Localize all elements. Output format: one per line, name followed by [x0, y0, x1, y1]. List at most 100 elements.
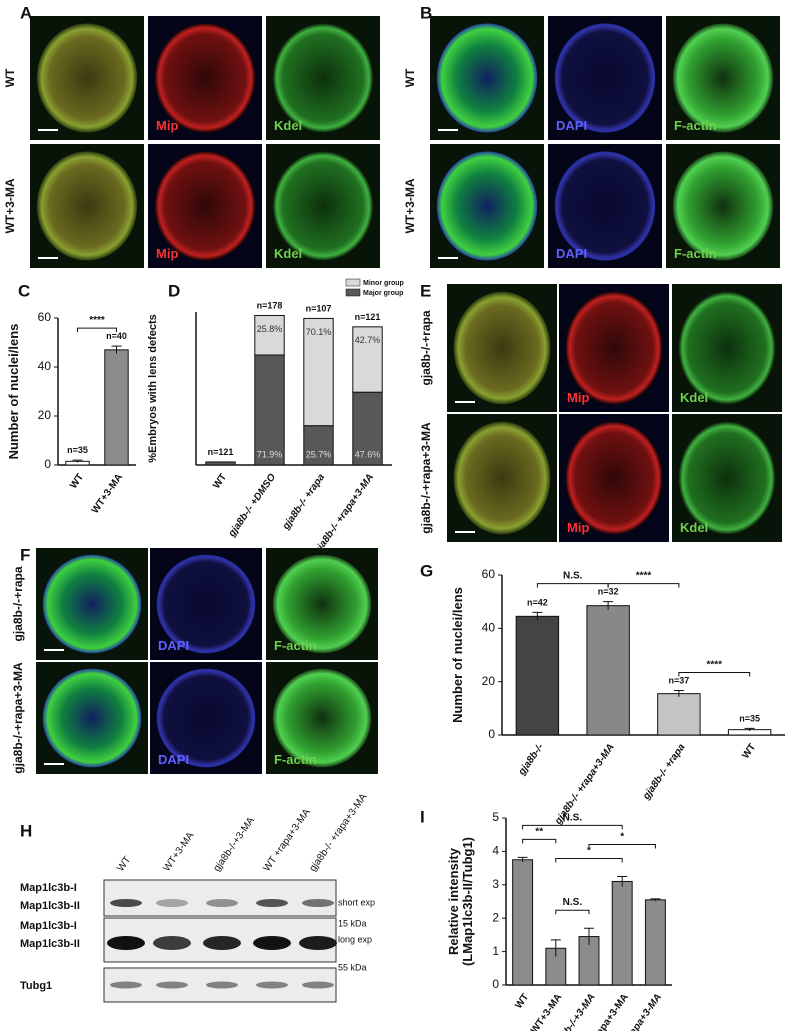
significance-bracket — [77, 327, 117, 333]
error-bar — [532, 611, 543, 621]
lens — [554, 23, 656, 133]
y-axis-label: Relative intensity — [446, 847, 461, 955]
lane-label: gja8b-/-+3-MA — [211, 815, 257, 874]
significance-bracket — [522, 838, 557, 844]
legend-label: Minor group — [363, 280, 404, 287]
panel-letter: H — [20, 821, 32, 840]
panel-letter: A — [20, 3, 32, 22]
x-tick-label: WT+3-MA — [529, 992, 564, 1031]
x-tick-label: gja8b-/- +rapa — [640, 742, 687, 803]
lens — [678, 291, 776, 405]
row-label: gja8b-/-+rapa+3-MA — [419, 422, 433, 534]
y-axis-label: Number of nuclei/lens — [450, 587, 465, 723]
band — [302, 981, 334, 989]
bar-segment — [352, 391, 383, 466]
significance-label: **** — [636, 571, 652, 582]
bar — [104, 349, 129, 466]
row-label: Map1lc3b-II — [20, 900, 80, 912]
channel-label: F-actin — [274, 638, 317, 653]
n-label: n=40 — [106, 331, 127, 341]
significance-label: N.S. — [563, 571, 583, 582]
value-label: 47.6% — [355, 449, 381, 459]
significance-label: **** — [706, 659, 722, 670]
y-tick-label: 5 — [492, 810, 499, 824]
y-axis-label: (LMap1lc3b-II/Tubg1) — [460, 837, 475, 966]
band — [110, 899, 142, 907]
significance-label: **** — [89, 315, 105, 326]
bar — [515, 615, 560, 736]
lens — [42, 668, 142, 768]
panel-letter: E — [420, 281, 431, 300]
band — [110, 981, 142, 989]
value-label: 71.9% — [257, 449, 283, 459]
bar — [512, 859, 534, 986]
marker-label: short exp — [338, 897, 375, 907]
n-label: n=121 — [355, 312, 381, 322]
lens — [453, 291, 551, 405]
significance-label: * — [587, 845, 591, 856]
lens — [272, 151, 374, 261]
band — [299, 936, 337, 950]
error-bar — [673, 689, 684, 697]
panel-letter: D — [168, 281, 180, 300]
lens — [154, 151, 256, 261]
bar — [611, 880, 633, 986]
x-tick-label: WT — [740, 742, 758, 761]
significance-bracket — [678, 671, 751, 677]
error-bar — [603, 601, 614, 610]
lens — [672, 151, 774, 261]
lens — [436, 151, 538, 261]
y-tick-label: 1 — [492, 944, 499, 958]
x-tick-label: WT — [68, 472, 86, 491]
error-bar — [744, 727, 755, 731]
significance-bracket — [522, 824, 623, 830]
lens — [36, 151, 138, 261]
error-bar — [517, 856, 528, 863]
y-tick-label: 40 — [38, 359, 52, 373]
significance-bracket — [555, 909, 590, 915]
significance-label: N.S. — [563, 897, 583, 908]
channel-label: Kdel — [680, 520, 708, 535]
lens — [272, 554, 372, 654]
band — [153, 936, 191, 950]
y-tick-label: 0 — [492, 977, 499, 991]
value-label: 70.1% — [306, 327, 332, 337]
error-bar — [650, 898, 661, 901]
band — [256, 899, 288, 907]
significance-label: N.S. — [563, 812, 583, 823]
panel-letter: I — [420, 807, 425, 826]
y-tick-label: 60 — [482, 567, 496, 581]
lane-label: WT +rapa+3-MA — [261, 807, 312, 874]
n-label: n=121 — [208, 447, 234, 457]
channel-label: F-actin — [274, 752, 317, 767]
y-tick-label: 2 — [492, 910, 499, 924]
lane-label: WT — [115, 855, 133, 874]
lens — [154, 23, 256, 133]
error-bar — [72, 459, 83, 463]
channel-label: DAPI — [556, 246, 587, 261]
marker-label: long exp — [338, 934, 372, 944]
error-bar — [550, 939, 561, 957]
lens — [272, 668, 372, 768]
significance-bracket — [607, 583, 680, 588]
n-label: n=35 — [739, 713, 760, 723]
lens — [42, 554, 142, 654]
bar — [657, 693, 701, 736]
significance-bracket — [588, 843, 656, 849]
channel-label: Mip — [156, 118, 178, 133]
x-tick-label: WT — [513, 992, 531, 1011]
x-tick-label: WT+3-MA — [90, 472, 125, 516]
y-axis-label: %Embryos with lens defects — [147, 314, 159, 463]
channel-label: DAPI — [556, 118, 587, 133]
row-label: Map1lc3b-I — [20, 920, 77, 932]
n-label: n=42 — [527, 597, 548, 607]
x-tick-label: gja8b-/- +rapa — [280, 472, 327, 533]
y-tick-label: 4 — [492, 844, 499, 858]
error-bar — [111, 345, 122, 354]
panel-letter: B — [420, 3, 432, 22]
legend-label: Major group — [363, 290, 403, 297]
panel-letter: G — [420, 561, 433, 580]
row-label: WT+3-MA — [403, 178, 417, 233]
band — [256, 981, 288, 989]
